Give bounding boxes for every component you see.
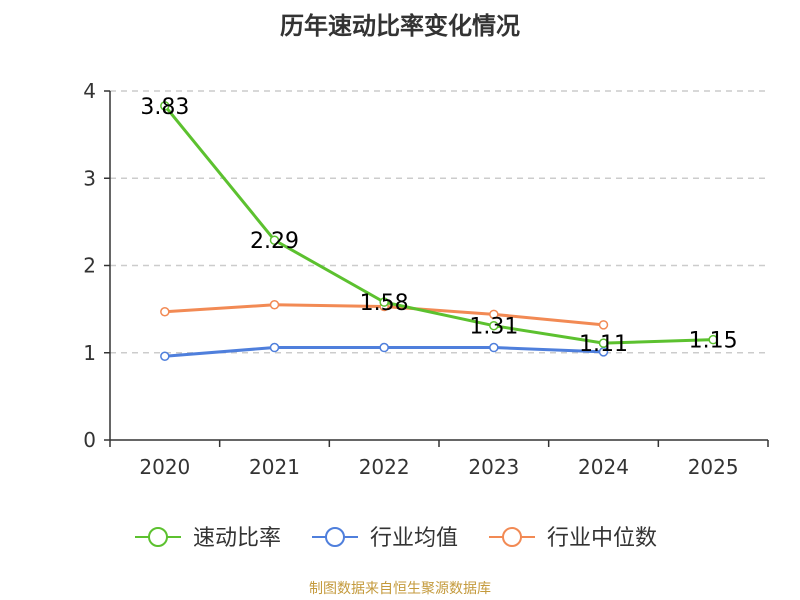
data-point[interactable]	[160, 351, 170, 361]
data-point[interactable]	[269, 235, 280, 245]
data-point[interactable]	[708, 334, 718, 345]
legend[interactable]: 速动比率 行业均值 行业中位数	[135, 526, 657, 551]
y-tick-label: 0	[83, 428, 96, 452]
x-tick-label-2021: 2021	[249, 455, 300, 479]
legend-item-行业均值[interactable]: 行业均值	[312, 526, 458, 551]
data-point[interactable]	[269, 300, 280, 310]
source-note: 制图数据来自恒生聚源数据库	[309, 581, 491, 597]
x-tick-label-2023: 2023	[468, 455, 519, 479]
data-label: 1.31	[469, 315, 518, 340]
data-point[interactable]	[269, 342, 280, 353]
x-tick-label-2025: 2025	[688, 455, 739, 479]
data-point[interactable]	[489, 320, 499, 331]
legend-label: 行业均值	[370, 526, 458, 551]
axis-layer: 0 1 2 3 4 2020 2021 2022 2023 2024 2025	[83, 79, 769, 479]
data-point[interactable]	[489, 342, 499, 353]
chart-title: 历年速动比率变化情况	[280, 12, 520, 40]
x-tick-label-2024: 2024	[578, 455, 629, 479]
y-tick-label: 3	[83, 166, 96, 190]
data-label: 1.58	[360, 291, 409, 316]
data-label: 2.29	[250, 229, 299, 254]
data-point[interactable]	[598, 338, 609, 348]
data-point[interactable]	[160, 101, 170, 111]
legend-item-速动比率[interactable]: 速动比率	[135, 526, 281, 551]
legend-marker-icon	[325, 527, 345, 547]
y-tick-label: 4	[83, 79, 96, 103]
data-label: 3.83	[140, 95, 189, 120]
legend-label: 速动比率	[193, 526, 281, 551]
data-point[interactable]	[379, 297, 389, 307]
legend-marker-icon	[148, 527, 168, 547]
series-layer	[160, 101, 718, 361]
legend-label: 行业中位数	[547, 526, 657, 551]
legend-item-行业中位数[interactable]: 行业中位数	[489, 526, 657, 551]
data-point[interactable]	[598, 320, 609, 330]
data-point[interactable]	[489, 309, 499, 320]
y-tick-label: 1	[83, 341, 96, 365]
data-point[interactable]	[379, 342, 389, 353]
data-point[interactable]	[160, 306, 170, 317]
data-label: 1.11	[579, 332, 628, 357]
data-label-layer: 3.83 2.29 1.58 1.31 1.11 1.15	[140, 95, 737, 357]
data-label: 1.15	[689, 329, 738, 354]
x-tick-label-2020: 2020	[139, 455, 190, 479]
x-tick-label-2022: 2022	[359, 455, 410, 479]
legend-marker-icon	[502, 527, 522, 547]
y-tick-label: 2	[83, 254, 96, 278]
series-line-速动比率	[163, 104, 714, 345]
